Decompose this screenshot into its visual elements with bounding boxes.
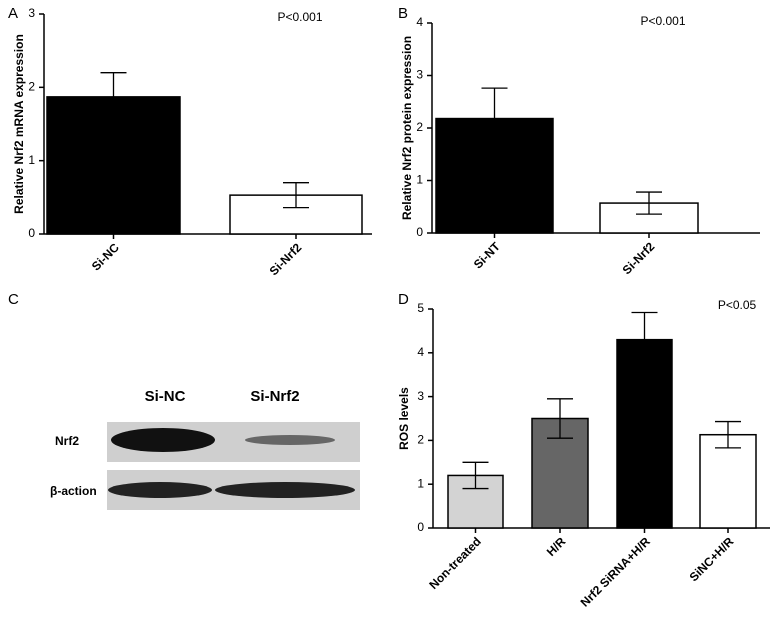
error-bar	[715, 420, 741, 449]
y-tick-label: 3	[28, 6, 35, 20]
y-tick-label: 1	[28, 153, 35, 167]
y-tick-label: 2	[417, 433, 424, 447]
error-bar	[462, 461, 489, 490]
annotation: P<0.001	[640, 14, 685, 28]
y-tick-label: 5	[417, 301, 424, 315]
panel-letter: A	[8, 5, 18, 22]
y-axis-label: Relative Nrf2 protein expression	[400, 36, 414, 220]
y-axis-label: ROS levels	[397, 387, 411, 450]
lane-label: Si-NC	[145, 388, 186, 405]
y-tick-label: 1	[417, 476, 424, 490]
y-tick-label: 0	[28, 226, 35, 240]
error-bar	[100, 72, 127, 122]
y-tick-label: 2	[416, 120, 423, 134]
bar	[699, 433, 757, 529]
y-axis-label: Relative Nrf2 mRNA expression	[12, 34, 26, 214]
y-tick-label: 3	[417, 389, 424, 403]
panel-letter: B	[398, 5, 408, 22]
row-label: Nrf2	[55, 434, 79, 448]
x-tick-label: Si-Nrf2	[267, 240, 305, 278]
x-tick-label: Non-treated	[426, 534, 484, 592]
x-tick-label: Si-NC	[89, 240, 122, 273]
y-tick-label: 3	[416, 68, 423, 82]
annotation: P<0.001	[277, 10, 322, 24]
error-bar	[547, 398, 573, 439]
y-tick-label: 1	[416, 173, 423, 187]
y-tick-label: 4	[416, 15, 423, 29]
error-bar	[636, 191, 662, 215]
x-tick-label: Si-Nrf2	[620, 239, 658, 277]
x-tick-label: SiNC+H/R	[687, 534, 737, 584]
blot-band	[245, 435, 335, 445]
blot-band	[215, 482, 355, 498]
row-label: β-action	[50, 484, 97, 498]
blot-band	[111, 428, 215, 452]
x-tick-label: H/R	[544, 534, 569, 559]
annotation: P<0.05	[718, 298, 757, 312]
error-bar	[481, 87, 508, 150]
blot-band	[108, 482, 212, 498]
panel-letter: C	[8, 291, 19, 308]
panel-letter: D	[398, 291, 409, 308]
y-tick-label: 0	[416, 225, 423, 239]
y-tick-label: 4	[417, 345, 424, 359]
bar	[616, 338, 673, 529]
y-tick-label: 2	[28, 80, 35, 94]
x-tick-label: Nrf2 SiRNA+H/R	[578, 534, 653, 609]
lane-label: Si-Nrf2	[250, 388, 299, 405]
x-tick-label: Si-NT	[471, 239, 504, 272]
y-tick-label: 0	[417, 520, 424, 534]
error-bar	[283, 182, 309, 209]
error-bar	[631, 311, 658, 368]
